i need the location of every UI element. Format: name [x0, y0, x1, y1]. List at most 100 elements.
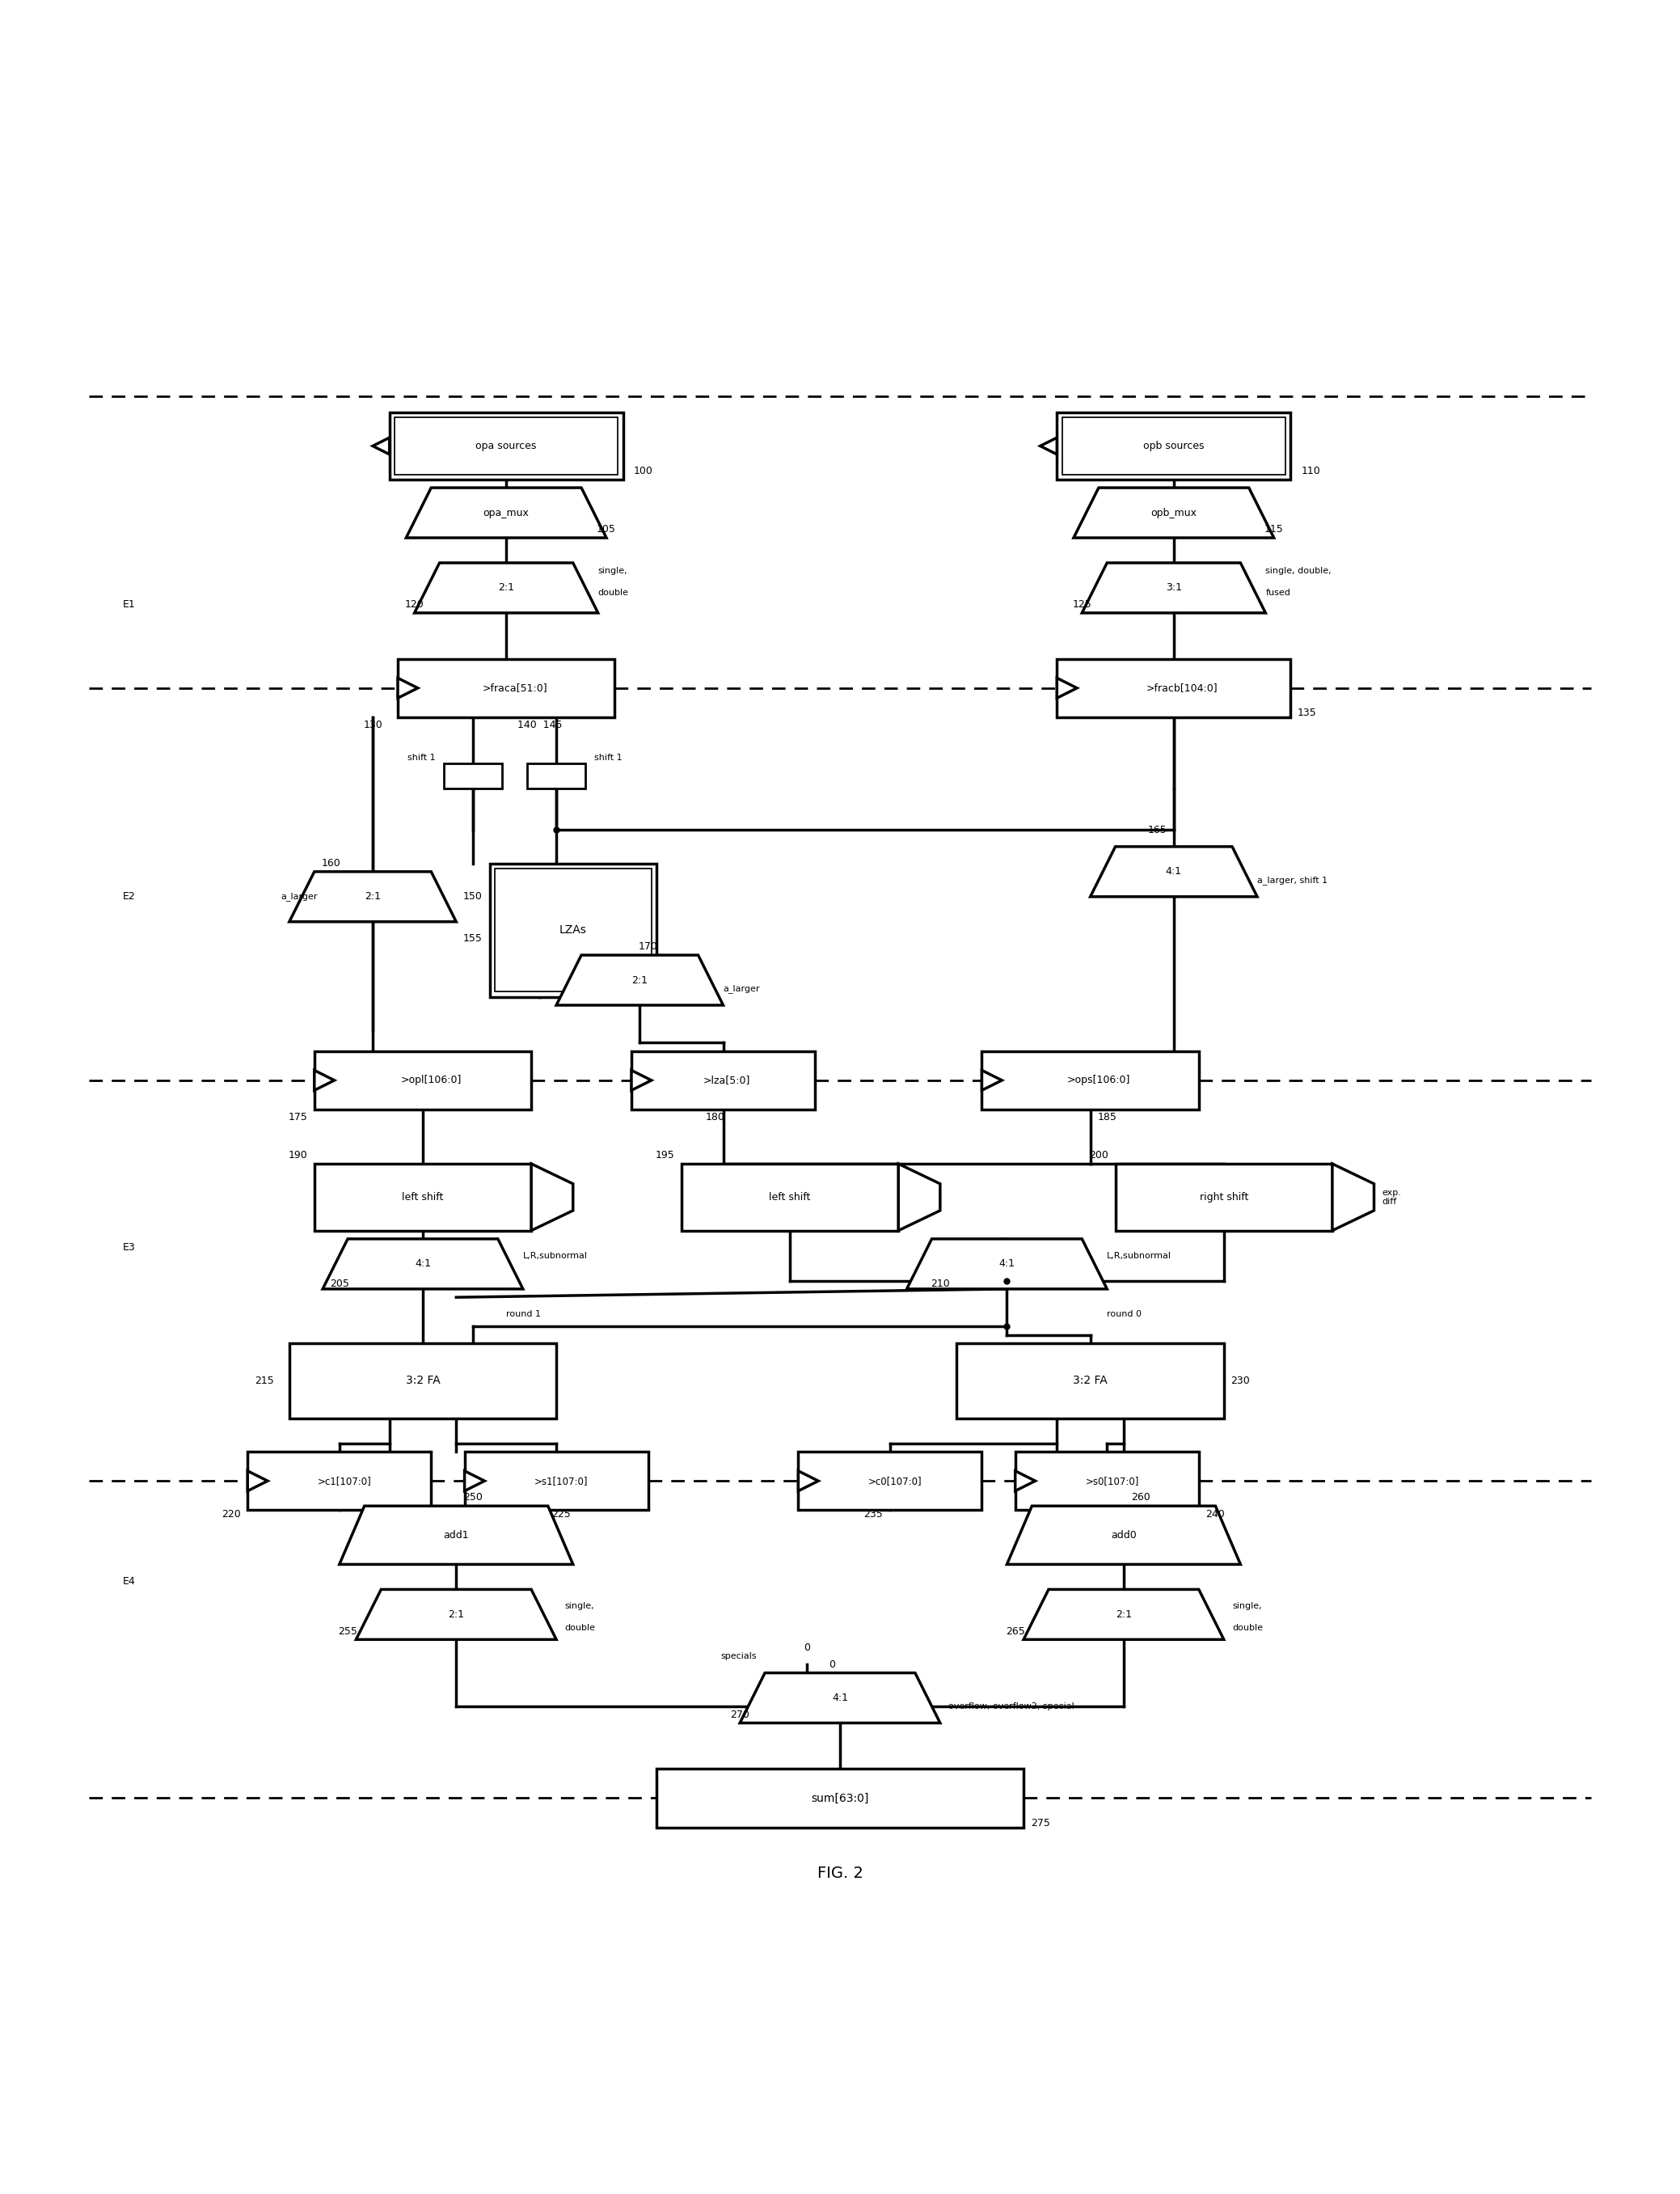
Polygon shape	[907, 1240, 1107, 1288]
Text: 240: 240	[1206, 1509, 1225, 1520]
FancyBboxPatch shape	[314, 1163, 531, 1231]
FancyBboxPatch shape	[314, 1051, 531, 1110]
Text: 120: 120	[405, 599, 423, 610]
Polygon shape	[1057, 678, 1077, 698]
Text: overflow, overflow2, special: overflow, overflow2, special	[949, 1703, 1075, 1711]
Polygon shape	[247, 1470, 267, 1492]
Text: >c1[107:0]: >c1[107:0]	[318, 1477, 371, 1485]
FancyBboxPatch shape	[682, 1163, 899, 1231]
Text: left shift: left shift	[402, 1191, 444, 1202]
Polygon shape	[531, 1163, 573, 1231]
Text: fused: fused	[1265, 588, 1290, 597]
FancyBboxPatch shape	[798, 1452, 981, 1509]
Polygon shape	[899, 1163, 941, 1231]
Text: single, double,: single, double,	[1265, 566, 1332, 575]
Text: a_larger: a_larger	[722, 985, 759, 994]
FancyBboxPatch shape	[390, 412, 623, 478]
FancyBboxPatch shape	[657, 1768, 1023, 1828]
Text: 100: 100	[633, 465, 654, 476]
Text: LZAs: LZAs	[559, 924, 586, 935]
Polygon shape	[373, 437, 390, 454]
Polygon shape	[632, 1071, 652, 1090]
Text: opa sources: opa sources	[475, 441, 536, 452]
FancyBboxPatch shape	[958, 1343, 1223, 1417]
FancyBboxPatch shape	[1015, 1452, 1200, 1509]
FancyBboxPatch shape	[247, 1452, 432, 1509]
Text: 3:1: 3:1	[1166, 584, 1181, 592]
Text: single,: single,	[1231, 1602, 1262, 1610]
Polygon shape	[415, 564, 598, 612]
Polygon shape	[1006, 1505, 1240, 1564]
FancyBboxPatch shape	[398, 658, 615, 717]
FancyBboxPatch shape	[528, 764, 586, 788]
Polygon shape	[1090, 847, 1257, 897]
Text: round 1: round 1	[506, 1310, 541, 1319]
Polygon shape	[323, 1240, 522, 1288]
Text: >ops[106:0]: >ops[106:0]	[1067, 1075, 1131, 1086]
Text: 175: 175	[287, 1112, 307, 1123]
Text: E3: E3	[123, 1242, 134, 1253]
Text: left shift: left shift	[769, 1191, 811, 1202]
Polygon shape	[1332, 1163, 1374, 1231]
Text: double: double	[598, 588, 628, 597]
Text: 115: 115	[1265, 524, 1284, 535]
Text: 230: 230	[1231, 1376, 1250, 1387]
Polygon shape	[339, 1505, 573, 1564]
Text: 185: 185	[1097, 1112, 1117, 1123]
Polygon shape	[289, 871, 457, 921]
Text: single,: single,	[564, 1602, 595, 1610]
FancyBboxPatch shape	[1057, 412, 1290, 478]
Polygon shape	[1015, 1470, 1035, 1492]
Polygon shape	[1040, 437, 1057, 454]
Text: 250: 250	[464, 1492, 482, 1503]
Text: shift 1: shift 1	[407, 755, 435, 761]
Text: 4:1: 4:1	[415, 1259, 430, 1268]
FancyBboxPatch shape	[489, 862, 657, 996]
Text: >s0[107:0]: >s0[107:0]	[1085, 1477, 1139, 1485]
Text: 2:1: 2:1	[365, 891, 381, 902]
Text: 2:1: 2:1	[499, 584, 514, 592]
Text: opb_mux: opb_mux	[1151, 507, 1196, 518]
Text: 155: 155	[464, 932, 482, 943]
Text: 4:1: 4:1	[1166, 867, 1181, 878]
Text: single,: single,	[598, 566, 628, 575]
Text: FIG. 2: FIG. 2	[816, 1865, 864, 1880]
Polygon shape	[314, 1071, 334, 1090]
Text: exp.
diff: exp. diff	[1383, 1189, 1401, 1207]
Text: >s1[107:0]: >s1[107:0]	[534, 1477, 588, 1485]
Text: add1: add1	[444, 1529, 469, 1540]
Text: 275: 275	[1030, 1819, 1050, 1828]
Polygon shape	[465, 1470, 484, 1492]
Text: 130: 130	[363, 720, 383, 731]
Text: double: double	[564, 1624, 595, 1632]
Polygon shape	[398, 678, 418, 698]
Text: 110: 110	[1300, 465, 1320, 476]
Polygon shape	[1082, 564, 1265, 612]
Text: 140  145: 140 145	[517, 720, 563, 731]
Text: 2:1: 2:1	[1116, 1608, 1132, 1619]
Text: 0: 0	[803, 1643, 810, 1652]
Text: 160: 160	[321, 858, 341, 869]
Text: 150: 150	[464, 891, 482, 902]
Text: 3:2 FA: 3:2 FA	[405, 1376, 440, 1387]
Text: >c0[107:0]: >c0[107:0]	[869, 1477, 922, 1485]
Text: 190: 190	[287, 1150, 307, 1161]
Text: sum[63:0]: sum[63:0]	[811, 1792, 869, 1803]
Text: 125: 125	[1072, 599, 1092, 610]
Text: 3:2 FA: 3:2 FA	[1074, 1376, 1107, 1387]
Text: 170: 170	[638, 941, 659, 952]
Text: 4:1: 4:1	[1000, 1259, 1015, 1268]
Text: 270: 270	[731, 1709, 749, 1720]
Text: E2: E2	[123, 891, 134, 902]
Text: opa_mux: opa_mux	[484, 507, 529, 518]
FancyBboxPatch shape	[465, 1452, 648, 1509]
FancyBboxPatch shape	[395, 417, 618, 474]
Polygon shape	[739, 1672, 941, 1722]
Text: 215: 215	[255, 1376, 274, 1387]
Text: 210: 210	[931, 1279, 949, 1290]
Text: >opl[106:0]: >opl[106:0]	[402, 1075, 462, 1086]
Text: 195: 195	[655, 1150, 674, 1161]
Text: 2:1: 2:1	[632, 974, 648, 985]
Text: 200: 200	[1089, 1150, 1109, 1161]
Text: L,R,subnormal: L,R,subnormal	[522, 1251, 588, 1259]
